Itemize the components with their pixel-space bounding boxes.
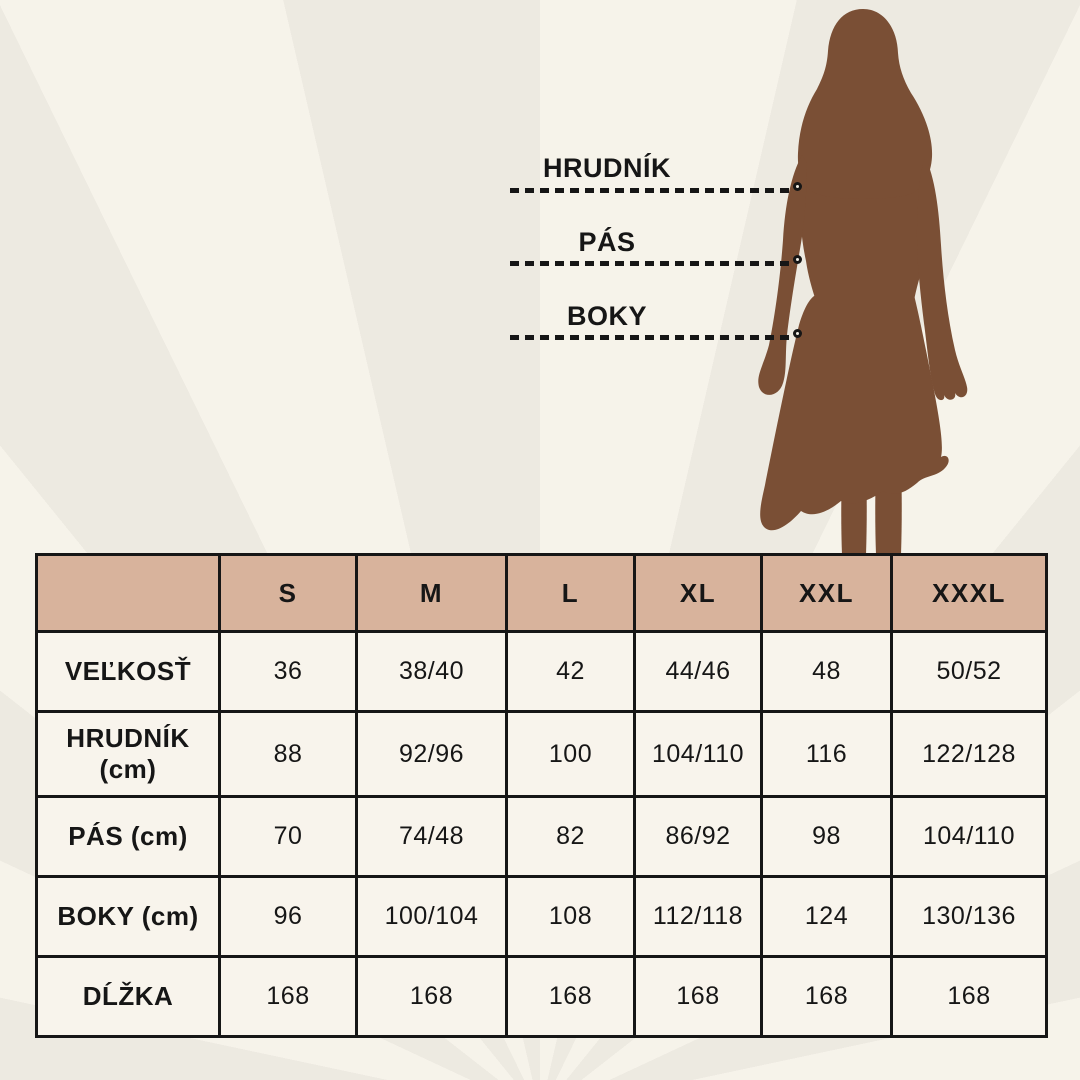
- row-header: PÁS (cm): [35, 795, 221, 878]
- size-cell: 42: [505, 630, 636, 713]
- table-row-pas: PÁS (cm) 70 74/48 82 86/92 98 104/110: [35, 795, 1048, 878]
- row-header: DĹŽKA: [35, 955, 221, 1038]
- size-cell: 88: [218, 710, 358, 798]
- size-cell: 48: [760, 630, 893, 713]
- size-cell: 96: [218, 875, 358, 958]
- size-cell: 36: [218, 630, 358, 713]
- size-cell: 100/104: [355, 875, 508, 958]
- size-cell: 70: [218, 795, 358, 878]
- col-header-xxxl: XXXL: [890, 553, 1048, 633]
- size-cell: 74/48: [355, 795, 508, 878]
- size-cell: 122/128: [890, 710, 1048, 798]
- pas-line-end-marker: [793, 255, 802, 264]
- table-row-hrudnik: HRUDNÍK (cm) 88 92/96 100 104/110 116 12…: [35, 710, 1048, 798]
- size-cell: 168: [890, 955, 1048, 1038]
- size-cell: 82: [505, 795, 636, 878]
- pas-dashed-line: [510, 261, 794, 266]
- silhouette-dress: [760, 295, 949, 531]
- size-cell: 108: [505, 875, 636, 958]
- measurement-label-boky: BOKY: [566, 301, 647, 331]
- size-cell: 86/92: [633, 795, 763, 878]
- row-header: HRUDNÍK (cm): [35, 710, 221, 798]
- size-cell: 100: [505, 710, 636, 798]
- hrudnik-dashed-line: [510, 188, 794, 193]
- size-cell: 130/136: [890, 875, 1048, 958]
- table-row-boky: BOKY (cm) 96 100/104 108 112/118 124 130…: [35, 875, 1048, 958]
- silhouette-arm-left: [758, 155, 807, 395]
- col-header-xxl: XXL: [760, 553, 893, 633]
- size-cell: 50/52: [890, 630, 1048, 713]
- size-cell: 168: [760, 955, 893, 1038]
- size-cell: 112/118: [633, 875, 763, 958]
- size-cell: 98: [760, 795, 893, 878]
- size-cell: 124: [760, 875, 893, 958]
- silhouette-hair: [797, 9, 933, 199]
- table-row-dlzka: DĹŽKA 168 168 168 168 168 168: [35, 955, 1048, 1038]
- corner-cell: [35, 553, 221, 633]
- size-cell: 168: [355, 955, 508, 1038]
- boky-dashed-line: [510, 335, 794, 340]
- measurement-label-pas: PÁS: [578, 227, 636, 257]
- size-cell: 44/46: [633, 630, 763, 713]
- size-cell: 168: [633, 955, 763, 1038]
- silhouette-arm-right: [917, 157, 968, 401]
- row-header: VEĽKOSŤ: [35, 630, 221, 713]
- col-header-xl: XL: [633, 553, 763, 633]
- boky-line-end-marker: [793, 329, 802, 338]
- size-cell: 104/110: [633, 710, 763, 798]
- size-cell: 168: [505, 955, 636, 1038]
- size-cell: 92/96: [355, 710, 508, 798]
- measurement-label-hrudnik: HRUDNÍK: [543, 153, 671, 183]
- size-table: S M L XL XXL XXXL VEĽKOSŤ 36 38/40 42 44…: [35, 553, 1048, 1038]
- table-row-velkost: VEĽKOSŤ 36 38/40 42 44/46 48 50/52: [35, 630, 1048, 713]
- size-cell: 168: [218, 955, 358, 1038]
- col-header-m: M: [355, 553, 508, 633]
- size-table-header-row: S M L XL XXL XXXL: [35, 553, 1048, 633]
- size-cell: 104/110: [890, 795, 1048, 878]
- size-cell: 116: [760, 710, 893, 798]
- hrudnik-line-end-marker: [793, 182, 802, 191]
- col-header-l: L: [505, 553, 636, 633]
- row-header: BOKY (cm): [35, 875, 221, 958]
- woman-silhouette: [758, 9, 968, 555]
- col-header-s: S: [218, 553, 358, 633]
- size-cell: 38/40: [355, 630, 508, 713]
